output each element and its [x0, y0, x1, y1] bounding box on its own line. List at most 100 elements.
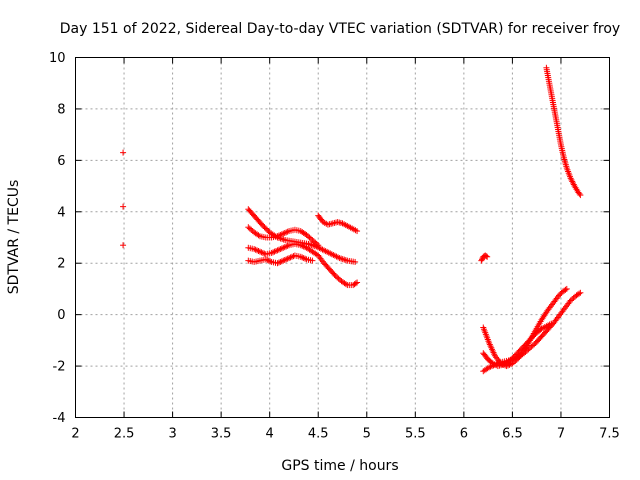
- data-point-marker: [274, 260, 281, 267]
- data-point-marker: [275, 259, 282, 266]
- data-point-marker: [120, 242, 127, 249]
- data-point-marker: [341, 256, 348, 263]
- data-point-marker: [265, 257, 272, 264]
- x-tick-label: 2: [71, 427, 79, 442]
- data-point-marker: [256, 248, 263, 255]
- data-point-marker: [297, 242, 304, 249]
- data-point-marker: [354, 228, 361, 235]
- data-point-marker: [264, 257, 271, 263]
- chart-title: Day 151 of 2022, Sidereal Day-to-day VTE…: [60, 21, 620, 37]
- data-point-marker: [577, 289, 584, 296]
- data-point-marker: [309, 257, 316, 264]
- data-point-marker: [300, 243, 307, 250]
- data-point-marker: [260, 222, 267, 229]
- x-tick-label: 5.5: [405, 427, 426, 442]
- data-point-marker: [312, 239, 319, 246]
- plot-frame: [75, 57, 610, 418]
- data-point-marker: [120, 203, 127, 210]
- data-point-marker: [487, 363, 494, 370]
- data-point-marker: [280, 257, 287, 264]
- data-point-marker: [248, 226, 255, 233]
- data-point-marker: [284, 242, 291, 249]
- data-point-marker: [306, 234, 313, 241]
- data-point-marker: [287, 254, 294, 261]
- data-point-marker: [528, 343, 535, 350]
- data-point-marker: [352, 280, 359, 287]
- data-point-marker: [297, 253, 304, 260]
- y-tick-label: 2: [57, 257, 65, 272]
- data-point-marker: [271, 248, 278, 255]
- data-point-marker: [563, 285, 570, 292]
- x-tick-label: 7: [557, 427, 565, 442]
- data-point-marker: [284, 255, 291, 262]
- y-tick-label: 10: [49, 51, 66, 66]
- data-point-marker: [307, 235, 314, 242]
- data-point-marker: [478, 257, 485, 264]
- data-point-marker: [305, 233, 312, 240]
- data-point-marker: [268, 249, 275, 256]
- data-point-marker: [281, 257, 288, 263]
- data-point-marker: [277, 258, 284, 265]
- data-point-marker: [331, 271, 338, 278]
- data-point-marker: [557, 291, 564, 298]
- data-point-marker: [280, 236, 287, 243]
- data-point-marker: [521, 350, 528, 357]
- data-point-marker: [556, 292, 563, 299]
- data-point-marker: [522, 348, 529, 355]
- data-point-marker: [275, 246, 282, 253]
- data-point-marker: [313, 240, 320, 247]
- y-tick-label: 8: [57, 102, 65, 117]
- data-point-marker: [251, 246, 258, 253]
- data-point-marker: [525, 346, 532, 353]
- data-point-marker: [278, 258, 285, 265]
- data-point-marker: [478, 256, 485, 263]
- x-tick-label: 4.5: [308, 427, 329, 442]
- axis-ticks: 2 2.5 3 3.5 4 4.5 5 5.5 6 6.5 7 7.5 -4 -2 0 2 4 6 8 10: [49, 51, 620, 442]
- data-point-marker: [300, 255, 307, 262]
- data-point-marker: [277, 231, 284, 238]
- data-point-marker: [313, 251, 320, 258]
- data-markers: [120, 64, 584, 375]
- data-point-marker: [576, 290, 583, 297]
- y-tick-label: 4: [57, 205, 65, 220]
- y-tick-label: 0: [57, 308, 65, 323]
- data-point-marker: [270, 249, 277, 256]
- data-point-marker: [246, 225, 253, 232]
- data-point-marker: [255, 248, 262, 254]
- data-point-marker: [255, 232, 262, 239]
- grid-lines: [75, 57, 610, 418]
- x-tick-label: 5: [363, 427, 371, 442]
- x-tick-label: 7.5: [599, 427, 620, 442]
- x-tick-label: 3.5: [211, 427, 232, 442]
- x-tick-label: 4: [266, 427, 274, 442]
- data-point-marker: [569, 296, 576, 303]
- data-point-marker: [299, 254, 306, 261]
- data-point-marker: [284, 228, 291, 235]
- data-point-marker: [523, 347, 530, 354]
- data-point-marker: [576, 190, 583, 197]
- data-point-marker: [262, 225, 269, 232]
- data-point-marker: [302, 255, 309, 262]
- x-tick-label: 2.5: [114, 427, 135, 442]
- data-point-marker: [562, 286, 569, 293]
- data-point-marker: [245, 224, 252, 231]
- data-point-marker: [274, 247, 281, 254]
- data-point-marker: [262, 256, 269, 263]
- data-point-marker: [275, 232, 282, 239]
- data-point-marker: [315, 242, 322, 249]
- y-axis-label: SDTVAR / TECUs: [6, 180, 22, 295]
- data-point-marker: [283, 256, 290, 263]
- data-point-marker: [281, 244, 288, 251]
- data-point-marker: [289, 253, 296, 260]
- data-point-marker: [303, 231, 310, 238]
- data-point-marker: [281, 230, 288, 236]
- data-point-marker: [342, 257, 349, 264]
- data-point-marker: [278, 231, 285, 238]
- data-point-marker: [252, 246, 259, 253]
- data-point-marker: [332, 273, 339, 280]
- data-point-marker: [280, 244, 287, 251]
- data-point-marker: [258, 249, 265, 256]
- data-point-marker: [531, 341, 538, 348]
- y-tick-label: -2: [53, 360, 66, 375]
